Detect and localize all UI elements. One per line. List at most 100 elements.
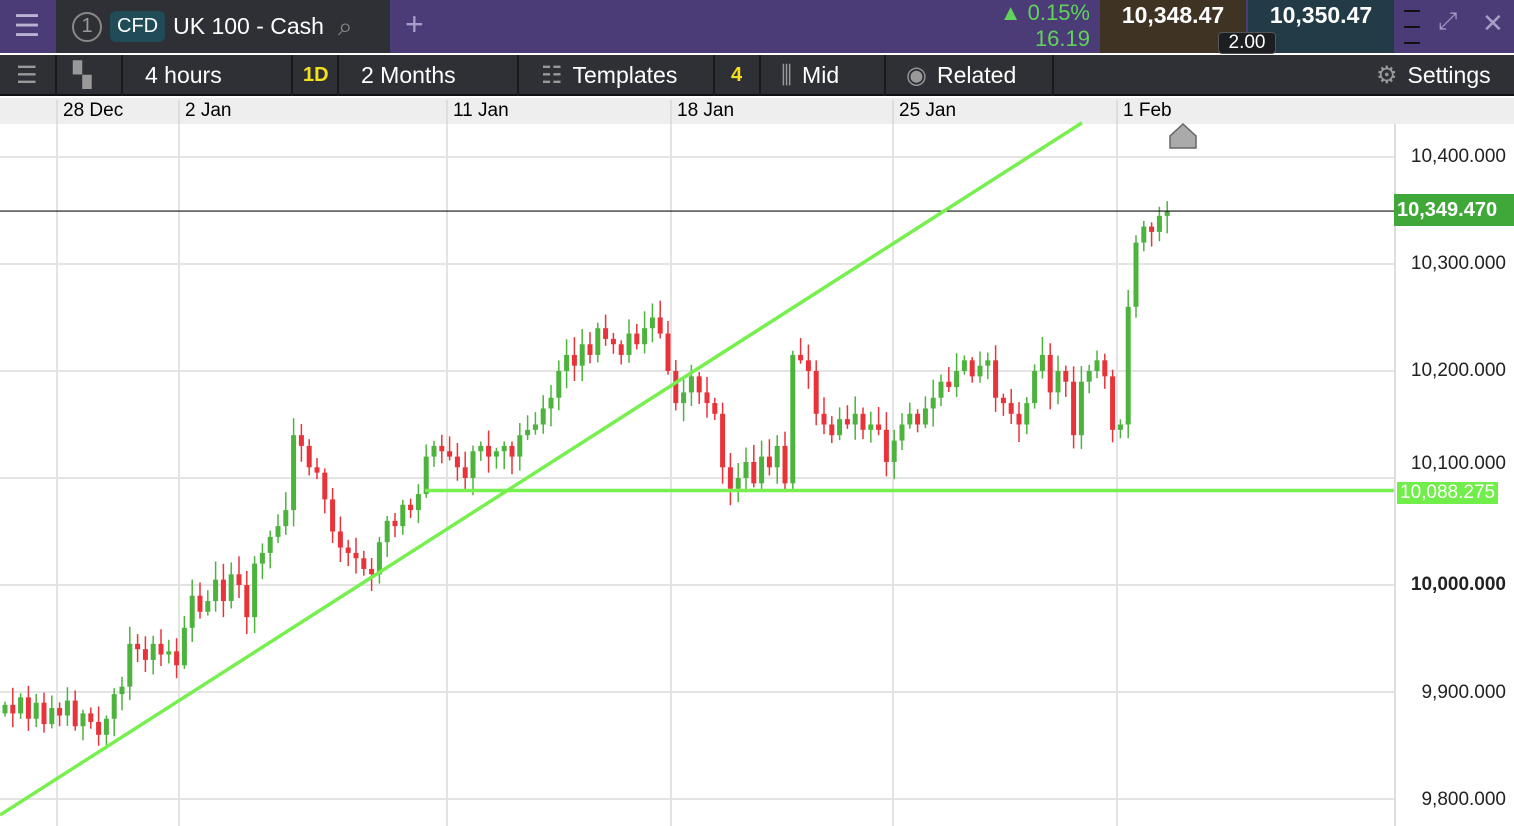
- cfd-badge: CFD: [110, 11, 166, 42]
- interval-badge[interactable]: 1D: [293, 55, 339, 96]
- candle-body: [930, 397, 936, 409]
- candle-body: [111, 694, 117, 719]
- candle-body: [548, 397, 554, 409]
- support-level-label[interactable]: 10,088.275: [1397, 482, 1499, 504]
- candle-body: [150, 643, 156, 660]
- candle-body: [181, 627, 187, 666]
- candle-body: [376, 542, 382, 575]
- candle-body: [330, 499, 336, 532]
- related-label: Related: [936, 62, 1017, 88]
- candle-body: [798, 354, 804, 361]
- price-type-label: Mid: [802, 62, 840, 88]
- list-icon[interactable]: ☰: [0, 55, 57, 96]
- candle-body: [306, 445, 312, 468]
- candle-body: [681, 392, 687, 404]
- change-absolute: 16.19: [1034, 26, 1090, 51]
- x-tick: 1 Feb: [1116, 100, 1172, 124]
- candle-body: [439, 445, 445, 452]
- templates-button[interactable]: ☷ Templates: [519, 55, 715, 96]
- templates-count-label: 4: [731, 64, 743, 86]
- candle-body: [33, 702, 39, 719]
- candle-body: [361, 558, 367, 569]
- candle-body: [314, 467, 320, 473]
- candle-body: [275, 526, 281, 537]
- hamburger-menu-icon[interactable]: ☰: [13, 10, 41, 43]
- candle-body: [322, 472, 328, 500]
- candle-body: [244, 585, 250, 618]
- interval-label: 4 hours: [145, 62, 222, 88]
- drag-handle-icon[interactable]: [1404, 10, 1420, 44]
- candle-body: [532, 424, 538, 430]
- settings-button[interactable]: ⚙ Settings: [1360, 55, 1514, 96]
- candle-body: [236, 574, 242, 585]
- candle-body: [1039, 354, 1045, 371]
- candle-body: [135, 643, 141, 650]
- candle-body: [587, 344, 593, 355]
- candle-body: [259, 552, 265, 564]
- price-chart[interactable]: [0, 0, 1394, 826]
- eye-icon: ◉: [906, 62, 927, 89]
- candle-body: [1000, 397, 1006, 404]
- candle-body: [1086, 371, 1092, 382]
- candle-body: [821, 413, 827, 425]
- candle-body: [610, 338, 616, 345]
- candle-body: [1102, 360, 1108, 377]
- price-type-button[interactable]: ⫼ Mid: [761, 55, 886, 96]
- candle-body: [805, 360, 811, 371]
- candle-body: [571, 354, 577, 366]
- candle-body: [844, 419, 850, 425]
- instrument-tab[interactable]: 1 CFD UK 100 - Cash ⌕: [56, 0, 390, 53]
- candle-body: [688, 376, 694, 393]
- layout-icon[interactable]: ▚: [57, 55, 123, 96]
- x-tick: 25 Jan: [892, 100, 956, 124]
- candle-body: [96, 721, 102, 735]
- candle-body: [556, 371, 562, 398]
- candle-body: [252, 563, 258, 618]
- candle-body: [454, 456, 460, 468]
- expand-icon[interactable]: ⤢: [1438, 8, 1458, 35]
- candle-body: [158, 643, 164, 655]
- sliders-icon: ☷: [541, 62, 563, 89]
- candle-body: [369, 568, 375, 575]
- candle-body: [1047, 354, 1053, 393]
- y-tick: 10,100.000: [1410, 453, 1506, 474]
- close-icon[interactable]: ✕: [1482, 8, 1504, 38]
- candle-body: [408, 504, 414, 511]
- candle-body: [517, 435, 523, 457]
- candle-body: [938, 381, 944, 398]
- candle-body: [1117, 424, 1123, 430]
- candle-body: [876, 424, 882, 430]
- candle-body: [860, 413, 866, 430]
- candle-body: [525, 429, 531, 436]
- candle-body: [634, 333, 640, 345]
- candle-body: [400, 504, 406, 527]
- related-button[interactable]: ◉ Related: [886, 55, 1054, 96]
- candle-body: [813, 371, 819, 414]
- candle-body: [57, 708, 63, 716]
- candle-body: [228, 574, 234, 602]
- templates-count[interactable]: 4: [715, 55, 761, 96]
- candle-body: [922, 408, 928, 425]
- candle-body: [595, 328, 601, 355]
- candle-body: [1032, 371, 1038, 404]
- search-icon[interactable]: ⌕: [337, 10, 353, 41]
- candle-body: [49, 708, 55, 725]
- x-tick: 28 Dec: [56, 100, 123, 124]
- candle-body: [759, 456, 765, 484]
- candle-body: [298, 435, 304, 446]
- x-tick: 11 Jan: [446, 100, 509, 124]
- candle-body: [642, 328, 648, 345]
- candle-body: [1071, 381, 1077, 436]
- price-axis[interactable]: 10,400.000 10,300.000 10,200.000 10,100.…: [1394, 124, 1514, 826]
- interval-select[interactable]: 4 hours: [123, 55, 293, 96]
- instrument-name: UK 100 - Cash: [173, 13, 324, 39]
- candle-body: [493, 451, 499, 457]
- candle-body: [1149, 226, 1155, 232]
- range-select[interactable]: 2 Months: [339, 55, 519, 96]
- candle-body: [915, 413, 921, 425]
- candle-body: [337, 531, 343, 548]
- candle-body: [766, 456, 772, 468]
- add-tab-button[interactable]: +: [405, 6, 424, 42]
- y-tick: 10,200.000: [1410, 360, 1506, 381]
- candle-body: [486, 445, 492, 457]
